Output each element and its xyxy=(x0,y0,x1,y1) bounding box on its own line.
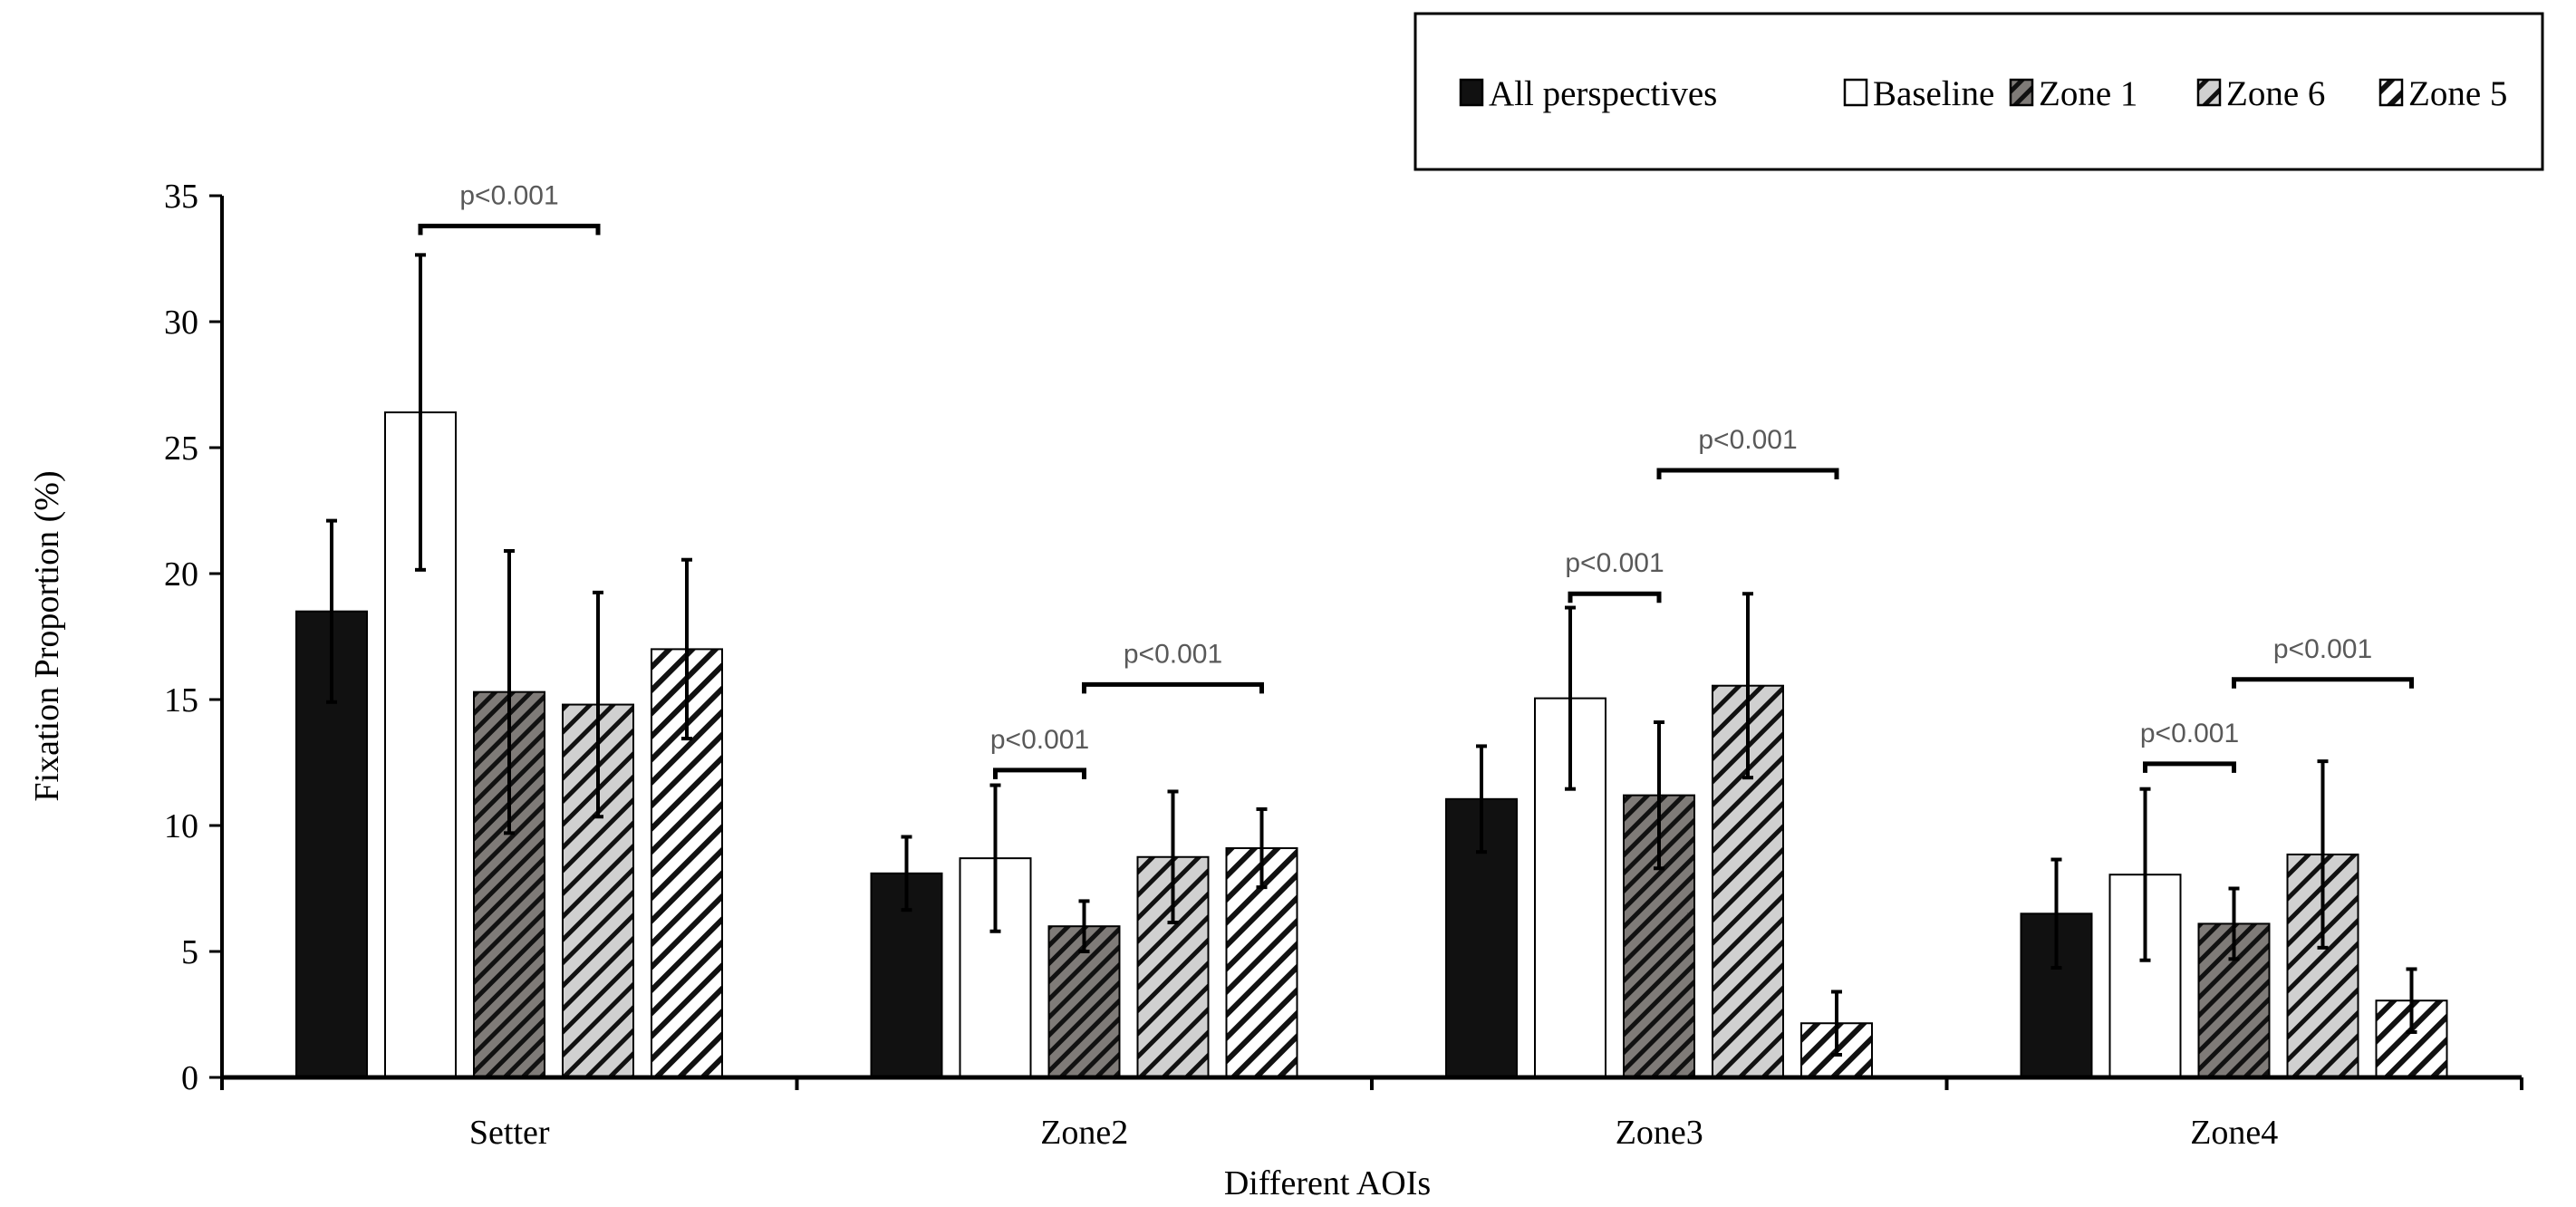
x-axis-label: Different AOIs xyxy=(1224,1164,1431,1202)
legend-label: Zone 6 xyxy=(2226,74,2325,113)
y-tick-label: 5 xyxy=(181,933,198,971)
significance-bracket xyxy=(993,768,1086,779)
y-axis-label: Fixation Proportion (%) xyxy=(28,470,66,801)
significance-label: p<0.001 xyxy=(1565,548,1664,578)
significance-label: p<0.001 xyxy=(990,725,1089,755)
legend-swatch xyxy=(2009,78,2034,107)
y-tick-label: 20 xyxy=(164,555,198,594)
significance-label: p<0.001 xyxy=(2140,719,2239,748)
significance-bracket xyxy=(2232,677,2414,689)
x-tick-label: Zone3 xyxy=(1616,1114,1703,1152)
legend-box xyxy=(1413,12,2544,171)
x-tick-label: Zone2 xyxy=(1040,1114,1128,1152)
y-tick-label: 35 xyxy=(164,178,198,216)
legend-swatch xyxy=(2378,78,2404,107)
legend-label: Zone 5 xyxy=(2408,74,2507,113)
significance-label: p<0.001 xyxy=(459,180,558,210)
significance-bracket xyxy=(1082,681,1264,694)
x-tick-label: Setter xyxy=(469,1114,550,1152)
y-tick-label: 15 xyxy=(164,681,198,719)
significance-label: p<0.001 xyxy=(1698,425,1797,455)
y-tick-label: 30 xyxy=(164,304,198,342)
legend-label: Zone 1 xyxy=(2039,74,2137,113)
y-tick-label: 25 xyxy=(164,430,198,468)
significance-bracket xyxy=(2143,761,2236,773)
legend-swatch xyxy=(1843,78,1868,107)
significance-label: p<0.001 xyxy=(1124,639,1222,669)
legend-label: Baseline xyxy=(1873,74,1994,113)
x-tick-label: Zone4 xyxy=(2190,1114,2278,1152)
y-tick-label: 10 xyxy=(164,807,198,845)
legend-swatch xyxy=(1459,78,1484,107)
y-tick-label: 0 xyxy=(181,1059,198,1097)
significance-bracket xyxy=(1568,591,1662,604)
legend-swatch xyxy=(2196,78,2222,107)
significance-label: p<0.001 xyxy=(2273,634,2372,664)
legend: All perspectives Baseline Zone 1 Zone 6 Zone… xyxy=(1413,12,2544,171)
significance-bracket xyxy=(418,223,601,236)
significance-bracket xyxy=(1656,468,1839,480)
legend-label: All perspectives xyxy=(1489,74,1717,113)
